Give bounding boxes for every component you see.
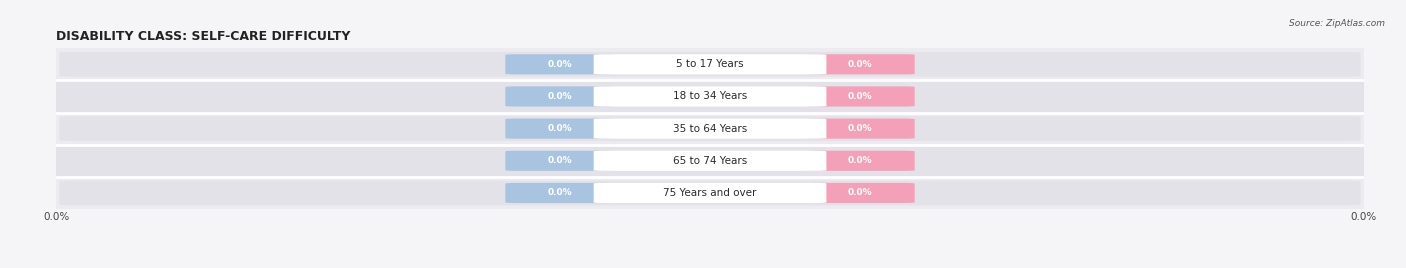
Text: DISABILITY CLASS: SELF-CARE DIFFICULTY: DISABILITY CLASS: SELF-CARE DIFFICULTY [56,30,350,43]
FancyBboxPatch shape [505,183,614,203]
FancyBboxPatch shape [593,151,827,171]
FancyBboxPatch shape [59,148,1361,173]
FancyBboxPatch shape [806,183,915,203]
FancyBboxPatch shape [593,183,827,203]
FancyBboxPatch shape [806,118,915,139]
FancyBboxPatch shape [59,181,1361,205]
Text: 35 to 64 Years: 35 to 64 Years [673,124,747,134]
Text: 0.0%: 0.0% [547,92,572,101]
Text: 0.0%: 0.0% [848,188,873,198]
Text: 0.0%: 0.0% [848,92,873,101]
Text: 0.0%: 0.0% [547,60,572,69]
Text: 18 to 34 Years: 18 to 34 Years [673,91,747,102]
Text: 0.0%: 0.0% [547,188,572,198]
Bar [56,145,1364,177]
Text: 0.0%: 0.0% [848,60,873,69]
Text: 0.0%: 0.0% [848,156,873,165]
FancyBboxPatch shape [59,52,1361,77]
FancyBboxPatch shape [593,86,827,107]
FancyBboxPatch shape [505,86,614,107]
Text: 0.0%: 0.0% [547,124,572,133]
FancyBboxPatch shape [59,116,1361,141]
FancyBboxPatch shape [806,54,915,75]
FancyBboxPatch shape [505,151,614,171]
FancyBboxPatch shape [505,54,614,75]
FancyBboxPatch shape [593,54,827,75]
Text: 5 to 17 Years: 5 to 17 Years [676,59,744,69]
FancyBboxPatch shape [505,118,614,139]
Text: Source: ZipAtlas.com: Source: ZipAtlas.com [1289,19,1385,28]
Bar [56,113,1364,145]
Text: 65 to 74 Years: 65 to 74 Years [673,156,747,166]
Bar [56,48,1364,80]
FancyBboxPatch shape [806,86,915,107]
FancyBboxPatch shape [59,84,1361,109]
Text: 0.0%: 0.0% [547,156,572,165]
FancyBboxPatch shape [593,118,827,139]
Bar [56,80,1364,113]
FancyBboxPatch shape [806,151,915,171]
Text: 0.0%: 0.0% [848,124,873,133]
Text: 75 Years and over: 75 Years and over [664,188,756,198]
Bar [56,177,1364,209]
